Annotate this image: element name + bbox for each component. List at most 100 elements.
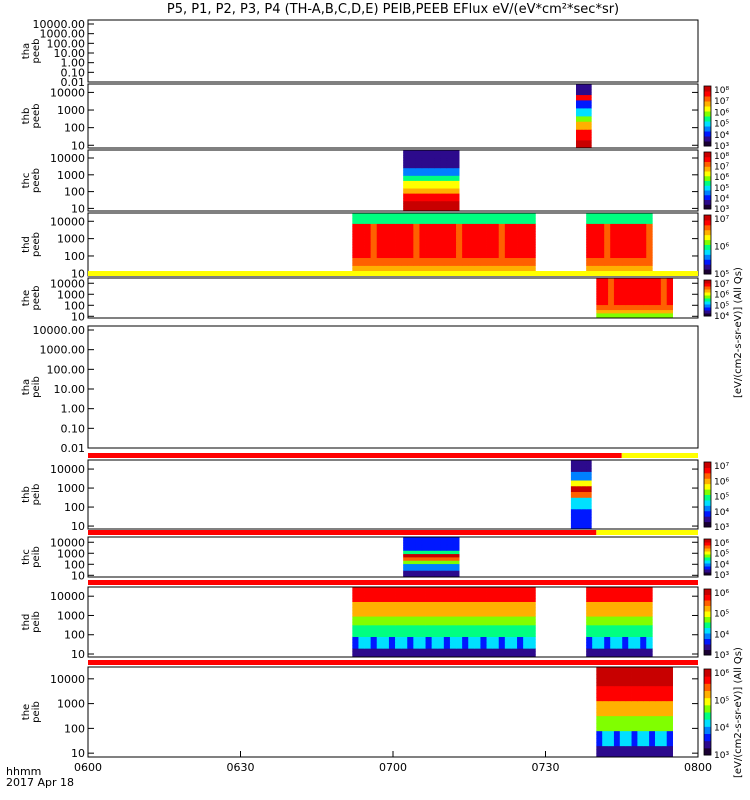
spectrogram-cell — [619, 753, 627, 758]
spectrogram-cell — [608, 314, 615, 317]
spectrogram-cell — [625, 670, 632, 675]
spectrogram-cell — [431, 616, 439, 620]
spectrogram-cell — [415, 547, 423, 550]
spectrogram-cell — [403, 573, 410, 576]
spectrogram-cell — [352, 622, 359, 626]
spectrogram-cell — [449, 220, 457, 224]
spectrogram-cell — [403, 572, 410, 575]
spectrogram-cell — [634, 654, 641, 658]
spectrogram-cell — [480, 218, 487, 222]
spectrogram-cell — [596, 693, 603, 698]
spectrogram-cell — [395, 642, 402, 646]
spectrogram-cell — [415, 553, 423, 556]
colorbar-cell — [704, 483, 711, 490]
spectrogram-cell — [395, 226, 402, 230]
spectrogram-cell — [358, 260, 365, 264]
spectrogram-cell — [401, 265, 408, 269]
spectrogram-cell — [529, 236, 536, 240]
spectrogram-cell — [403, 203, 410, 207]
spectrogram-cell — [474, 218, 481, 222]
spectrogram-cell — [468, 589, 475, 594]
spectrogram-cell — [498, 645, 506, 649]
spectrogram-cell — [637, 742, 644, 747]
spectrogram-cell — [449, 244, 457, 248]
spectrogram-cell — [437, 610, 445, 614]
spectrogram-cell — [492, 648, 500, 652]
spectrogram-cell — [610, 598, 617, 602]
spectrogram-cell — [486, 265, 494, 269]
spectrogram-cell — [625, 286, 632, 289]
spectrogram-cell — [474, 231, 481, 235]
spectrogram-cell — [403, 175, 410, 179]
colorbar-cell — [704, 516, 711, 523]
spectrogram-cell — [413, 616, 420, 620]
spectrogram-cell — [596, 311, 603, 314]
spectrogram-cell — [637, 303, 644, 306]
spectrogram-cell — [358, 619, 365, 623]
spectrogram-cell — [403, 560, 410, 563]
y-tick-label: 10 — [71, 747, 85, 760]
spectrogram-cell — [421, 160, 429, 164]
spectrogram-cell — [352, 236, 359, 240]
spectrogram-cell — [654, 293, 662, 296]
spectrogram-cell — [586, 592, 593, 597]
spectrogram-cell — [583, 132, 588, 136]
spectrogram-cell — [425, 234, 433, 238]
spectrogram-cell — [492, 268, 500, 272]
spectrogram-cell — [634, 639, 641, 643]
spectrogram-cell — [643, 682, 650, 687]
spectrogram-cell — [660, 753, 668, 758]
spectrogram-cell — [602, 745, 609, 750]
spectrogram-cell — [634, 228, 641, 232]
spectrogram-cell — [376, 220, 384, 224]
spectrogram-cell — [428, 547, 435, 550]
spectrogram-cell — [616, 244, 623, 248]
spectrogram-cell — [419, 619, 426, 623]
spectrogram-cell — [608, 281, 615, 284]
spectrogram-cell — [419, 255, 426, 259]
spectrogram-cell — [510, 636, 518, 640]
spectrogram-cell — [510, 633, 518, 637]
spectrogram-cell — [631, 281, 638, 284]
spectrogram-cell — [608, 294, 615, 297]
spectrogram-cell — [504, 607, 512, 611]
spectrogram-cell — [649, 749, 656, 754]
spectrogram-cell — [598, 218, 605, 222]
spectrogram-cell — [619, 712, 627, 717]
spectrogram-cell — [437, 642, 445, 646]
spectrogram-cell — [468, 226, 475, 230]
spectrogram-cell — [643, 689, 650, 694]
spectrogram-cell — [425, 247, 433, 251]
spectrogram-cell — [646, 610, 653, 614]
spectrogram-cell — [608, 299, 615, 302]
spectrogram-cell — [421, 205, 429, 209]
spectrogram-cell — [510, 234, 518, 238]
spectrogram-cell — [462, 231, 469, 235]
spectrogram-cell — [643, 278, 650, 281]
spectrogram-cell — [388, 630, 396, 635]
spectrogram-cell — [395, 223, 402, 227]
spectrogram-cell — [604, 619, 611, 623]
spectrogram-cell — [666, 298, 673, 301]
spectrogram-cell — [364, 257, 372, 261]
spectrogram-cell — [413, 255, 420, 259]
spectrogram-cell — [660, 303, 668, 306]
spectrogram-cell — [616, 604, 623, 608]
spectrogram-cell — [419, 234, 426, 238]
spectrogram-cell — [510, 627, 518, 632]
spectrogram-cell — [637, 316, 644, 319]
spectrogram-cell — [608, 704, 615, 709]
spectrogram-cell — [364, 601, 372, 605]
spectrogram-cell — [492, 255, 500, 259]
spectrogram-cell — [409, 165, 416, 169]
flag-bar — [621, 453, 698, 458]
spectrogram-cell — [604, 654, 611, 658]
spectrogram-cell — [596, 283, 603, 286]
spectrogram-cell — [452, 175, 460, 179]
spectrogram-cell — [364, 228, 372, 232]
spectrogram-cell — [446, 548, 454, 551]
spectrogram-cell — [666, 313, 673, 316]
spectrogram-cell — [486, 592, 494, 597]
spectrogram-cell — [419, 249, 426, 253]
spectrogram-cell — [660, 719, 668, 724]
